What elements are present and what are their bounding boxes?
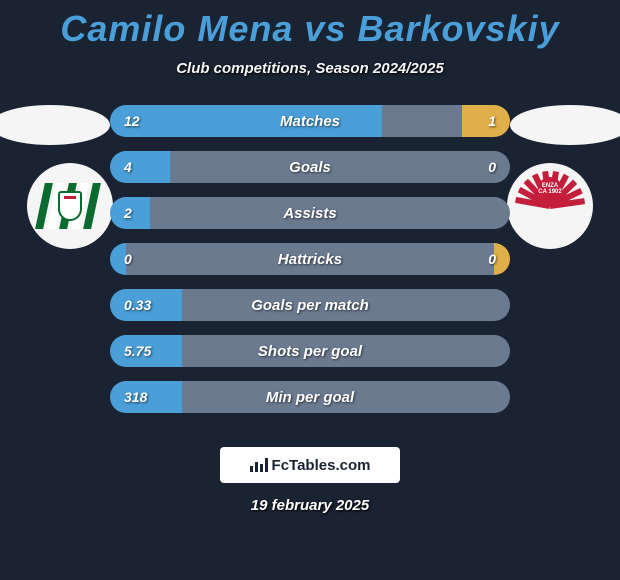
stat-value-right: 0: [488, 151, 496, 183]
stat-bars: 12Matches14Goals02Assists0Hattricks00.33…: [110, 105, 510, 427]
player-left-oval: [0, 105, 110, 145]
stat-row: 0Hattricks0: [110, 243, 510, 275]
comparison-date: 19 february 2025: [0, 497, 620, 514]
stat-value-right: 1: [488, 105, 496, 137]
stat-row: 318Min per goal: [110, 381, 510, 413]
team-badge-right: ENZA CA 1902: [507, 163, 593, 249]
stat-row: 0.33Goals per match: [110, 289, 510, 321]
comparison-content: ENZA CA 1902 12Matches14Goals02Assists0H…: [0, 105, 620, 425]
comparison-subtitle: Club competitions, Season 2024/2025: [0, 60, 620, 77]
player-right-oval: [510, 105, 620, 145]
comparison-title: Camilo Mena vs Barkovskiy: [0, 0, 620, 50]
stat-label: Min per goal: [110, 381, 510, 413]
stat-label: Matches: [110, 105, 510, 137]
fctables-logo: FcTables.com: [220, 447, 400, 483]
stat-label: Goals: [110, 151, 510, 183]
stat-row: 5.75Shots per goal: [110, 335, 510, 367]
stat-label: Assists: [110, 197, 510, 229]
stat-label: Goals per match: [110, 289, 510, 321]
shield-icon: [58, 191, 82, 221]
team-badge-left: [27, 163, 113, 249]
stat-row: 12Matches1: [110, 105, 510, 137]
badge-right-text: ENZA CA 1902: [538, 177, 562, 201]
stat-row: 2Assists: [110, 197, 510, 229]
stat-label: Hattricks: [110, 243, 510, 275]
stat-value-right: 0: [488, 243, 496, 275]
stat-row: 4Goals0: [110, 151, 510, 183]
bar-chart-icon: [250, 458, 268, 472]
logo-text: FcTables.com: [272, 457, 371, 474]
stat-label: Shots per goal: [110, 335, 510, 367]
